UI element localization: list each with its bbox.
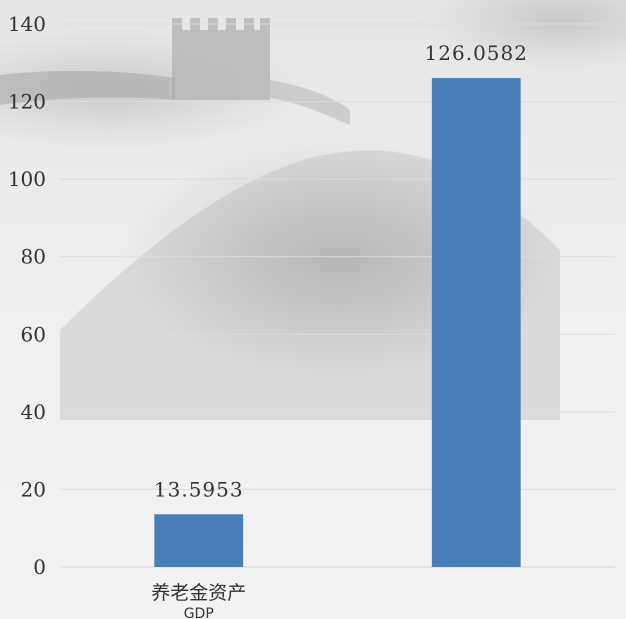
bar-value-label: 13.5953 <box>154 477 244 501</box>
x-tick-label: 养老金资产 <box>151 582 246 604</box>
y-tick-label: 40 <box>21 400 46 424</box>
gridlines <box>60 23 615 568</box>
x-axis-tick-labels: 养老金资产 GDP <box>151 582 246 619</box>
y-tick-label: 120 <box>8 90 46 114</box>
y-tick-label: 0 <box>33 555 46 579</box>
x-tick-label: GDP <box>184 606 214 619</box>
bar-value-label: 126.0582 <box>425 41 528 65</box>
bar <box>431 78 521 567</box>
y-axis-tick-labels: 0 20 40 60 80 100 120 140 <box>8 12 46 579</box>
y-tick-label: 60 <box>21 322 46 346</box>
y-tick-label: 100 <box>8 167 46 191</box>
bars <box>154 78 521 567</box>
y-tick-label: 140 <box>8 12 46 36</box>
y-tick-label: 80 <box>21 245 46 269</box>
y-tick-label: 20 <box>21 477 46 501</box>
bar-value-labels: 13.5953 126.0582 <box>154 41 528 501</box>
great-wall-tower <box>172 18 270 100</box>
bar <box>154 514 244 567</box>
